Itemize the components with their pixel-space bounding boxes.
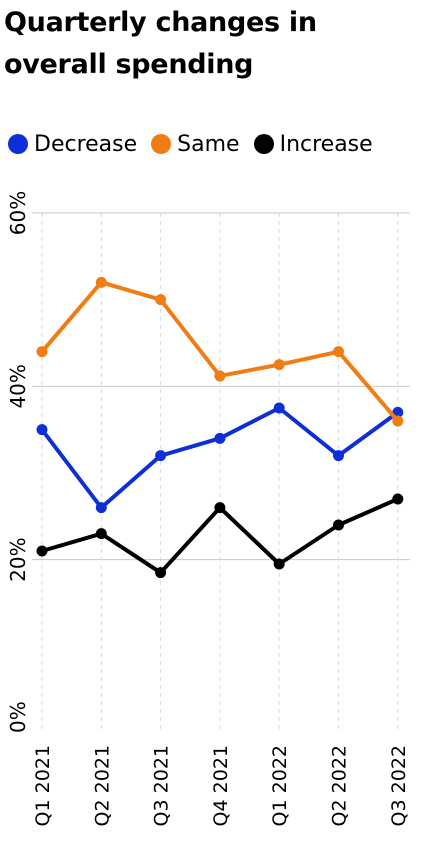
x-tick-label-q1-2022: Q1 2022 — [269, 745, 291, 826]
legend-marker-decrease — [8, 134, 28, 154]
y-tick-label-0-: 0% — [6, 701, 30, 733]
data-point-same-q4-2021 — [214, 370, 226, 382]
data-point-increase-q1-2022 — [273, 558, 285, 570]
legend-item-increase: Increase — [253, 131, 373, 157]
legend-label-same: Same — [177, 131, 240, 157]
x-tick-label-q3-2022: Q3 2022 — [388, 745, 410, 826]
data-point-same-q3-2021 — [155, 294, 167, 306]
legend-marker-same — [151, 134, 172, 154]
data-point-decrease-q1-2021 — [36, 424, 48, 436]
y-tick-label-20-: 20% — [6, 537, 30, 581]
data-point-same-q3-2022 — [392, 415, 404, 427]
data-point-decrease-q2-2022 — [333, 450, 344, 462]
chart-title-line-1: Quarterly changes in — [4, 7, 317, 38]
legend: Decrease Same Increase — [8, 130, 373, 158]
x-tick-label-q1-2021: Q1 2021 — [32, 745, 54, 826]
data-point-same-q2-2022 — [333, 346, 344, 358]
data-point-same-q1-2022 — [273, 359, 285, 371]
x-tick-label-q2-2021: Q2 2021 — [91, 745, 113, 826]
data-point-decrease-q4-2021 — [214, 432, 226, 444]
y-tick-label-40-: 40% — [6, 364, 30, 408]
chart-title-line-2: overall spending — [4, 49, 254, 80]
x-tick-label-q3-2021: Q3 2021 — [151, 745, 173, 826]
data-point-increase-q3-2022 — [392, 493, 404, 505]
data-point-decrease-q1-2022 — [273, 402, 285, 414]
legend-label-decrease: Decrease — [34, 131, 138, 157]
legend-item-same: Same — [151, 131, 240, 157]
data-point-increase-q4-2021 — [214, 502, 226, 514]
data-point-same-q2-2021 — [95, 276, 107, 288]
legend-label-increase: Increase — [279, 131, 373, 157]
y-tick-label-60-: 60% — [6, 191, 30, 235]
data-point-increase-q3-2021 — [155, 567, 167, 579]
data-point-decrease-q2-2021 — [95, 502, 107, 514]
data-point-increase-q2-2022 — [333, 519, 344, 531]
data-point-decrease-q3-2021 — [155, 450, 167, 462]
chart-title: Quarterly changes in overall spending — [4, 2, 424, 86]
legend-item-decrease: Decrease — [8, 132, 137, 157]
x-tick-label-q4-2021: Q4 2021 — [210, 745, 232, 826]
data-point-increase-q1-2021 — [36, 545, 48, 557]
x-tick-label-q2-2022: Q2 2022 — [329, 745, 351, 826]
data-point-same-q1-2021 — [36, 346, 48, 358]
legend-marker-increase — [253, 134, 274, 154]
data-point-increase-q2-2021 — [95, 528, 107, 540]
